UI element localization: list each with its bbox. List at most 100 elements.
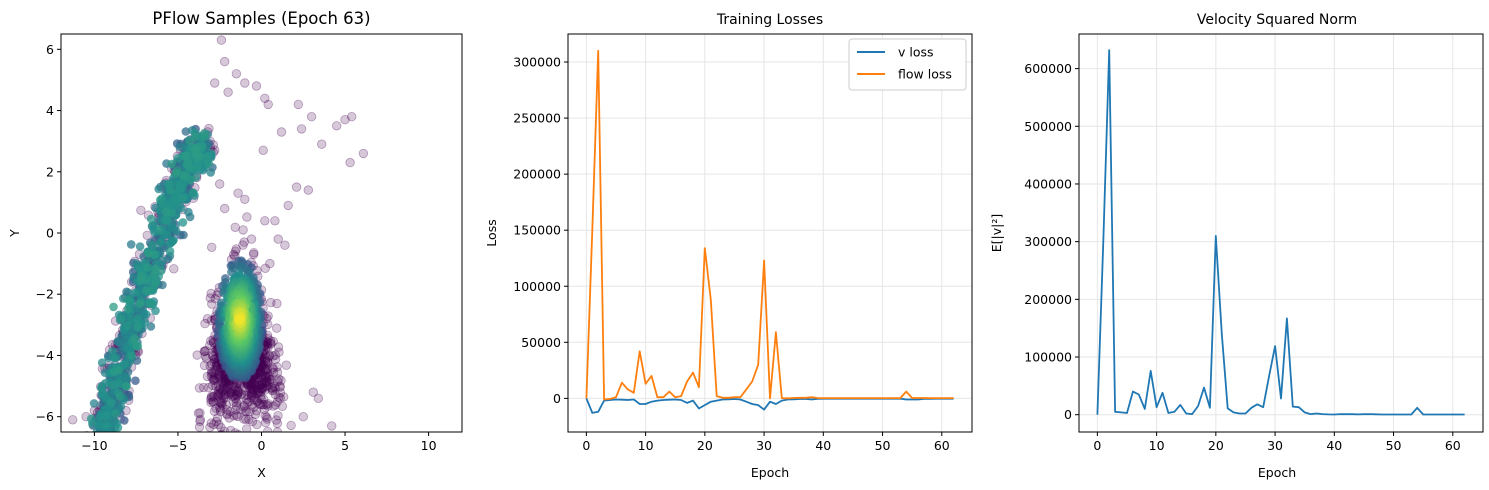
scatter-point: [221, 377, 232, 388]
scatter-point: [228, 411, 239, 421]
scatter-point: [120, 359, 129, 369]
scatter-point: [228, 397, 239, 407]
scatter-point: [273, 234, 283, 244]
scatter-point: [270, 216, 280, 226]
scatter-point: [256, 394, 266, 404]
scatter-point: [205, 361, 215, 371]
scatter-point: [303, 185, 314, 195]
scatter-point: [228, 382, 239, 392]
scatter-point: [272, 427, 283, 432]
scatter-ytick-label: 2: [46, 164, 54, 179]
scatter-point: [247, 388, 257, 398]
scatter-point: [261, 377, 271, 387]
scatter-point: [259, 378, 270, 388]
scatter-xtick-label: −5: [169, 438, 187, 453]
scatter-point: [260, 372, 271, 383]
scatter-point: [241, 414, 251, 424]
scatter-point: [248, 385, 259, 395]
scatter-point: [127, 351, 136, 361]
scatter-point: [317, 139, 327, 149]
scatter-point: [206, 367, 217, 377]
scatter-point: [240, 406, 250, 416]
scatter-point: [220, 390, 231, 400]
scatter-point: [151, 264, 160, 274]
scatter-point: [263, 401, 273, 411]
scatter-point: [216, 384, 226, 395]
losses-ytick-label: 300000: [513, 55, 561, 70]
scatter-point: [167, 159, 176, 169]
scatter-point: [251, 81, 262, 91]
scatter-point: [214, 370, 224, 381]
scatter-point: [296, 124, 307, 134]
scatter-point: [189, 188, 198, 198]
scatter-point: [155, 238, 165, 247]
scatter-point: [240, 194, 250, 205]
scatter-title: PFlow Samples (Epoch 63): [152, 9, 370, 28]
scatter-point: [268, 367, 279, 378]
scatter-point: [200, 346, 210, 357]
scatter-panel: PFlow Samples (Epoch 63) −10 −5 0 5 10 −6 −4 −2…: [7, 9, 463, 480]
velocity-grid: [1079, 34, 1483, 432]
scatter-point: [257, 370, 267, 381]
scatter-point: [123, 304, 133, 314]
scatter-point: [298, 412, 309, 422]
scatter-point: [192, 350, 202, 360]
scatter-point: [261, 364, 271, 375]
scatter-point: [131, 376, 140, 386]
scatter-point: [221, 376, 231, 386]
scatter-point: [253, 377, 264, 388]
scatter-point: [206, 397, 216, 408]
scatter-point: [109, 302, 118, 312]
scatter-point: [275, 393, 285, 403]
scatter-point: [192, 144, 201, 153]
scatter-point: [211, 416, 222, 427]
scatter-point: [218, 384, 228, 394]
scatter-point: [146, 322, 156, 331]
scatter-point: [226, 425, 236, 432]
scatter-point: [273, 376, 283, 387]
scatter-point: [250, 392, 260, 403]
scatter-point: [146, 298, 155, 308]
scatter-point: [269, 381, 280, 392]
scatter-point: [231, 383, 242, 393]
scatter-point: [184, 207, 193, 217]
scatter-point: [268, 336, 278, 347]
scatter-point: [263, 358, 273, 369]
scatter-point: [142, 230, 152, 241]
scatter-point: [195, 416, 205, 427]
scatter-point: [230, 246, 241, 257]
scatter-point: [179, 230, 188, 240]
scatter-point: [217, 400, 227, 410]
velocity-ytick-label: 200000: [1024, 292, 1072, 307]
scatter-point: [167, 222, 177, 232]
scatter-point: [260, 417, 271, 428]
scatter-point: [274, 347, 284, 357]
scatter-point: [133, 322, 142, 332]
scatter-point: [213, 385, 224, 395]
scatter-point: [230, 222, 240, 233]
scatter-point: [101, 420, 110, 430]
scatter-point: [286, 420, 296, 431]
scatter-point: [218, 380, 229, 390]
scatter-point: [263, 426, 273, 432]
losses-legend: v loss flow loss: [848, 38, 967, 91]
scatter-point: [266, 383, 277, 393]
scatter-point: [158, 280, 167, 290]
scatter-point: [133, 342, 143, 351]
scatter-point: [210, 369, 221, 380]
scatter-point: [265, 338, 276, 348]
velocity-series-0: [1096, 49, 1465, 416]
scatter-point: [215, 404, 225, 414]
scatter-point: [207, 350, 218, 361]
scatter-point: [262, 377, 272, 388]
scatter-point: [157, 194, 167, 203]
scatter-point: [205, 340, 215, 351]
scatter-point: [96, 383, 106, 393]
scatter-point: [175, 182, 184, 191]
scatter-point: [260, 263, 271, 274]
scatter-point: [252, 384, 262, 394]
scatter-point: [260, 411, 270, 421]
scatter-point: [247, 416, 258, 427]
scatter-point: [248, 249, 259, 260]
scatter-point: [267, 385, 277, 395]
